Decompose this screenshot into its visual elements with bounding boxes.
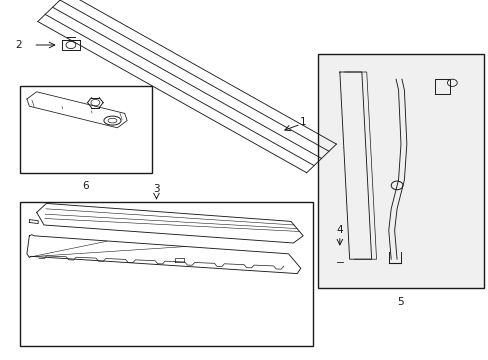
Bar (317, 54, 483, 288)
Text: 5: 5 (397, 297, 404, 307)
Text: 1: 1 (299, 117, 306, 127)
Bar (20, 202, 312, 346)
Text: 6: 6 (82, 181, 89, 191)
Bar (317, 54, 483, 288)
Text: 4: 4 (336, 225, 343, 235)
Text: 3: 3 (153, 184, 160, 194)
Text: 2: 2 (15, 40, 22, 50)
Bar (62, 40, 80, 50)
Bar (20, 86, 151, 173)
